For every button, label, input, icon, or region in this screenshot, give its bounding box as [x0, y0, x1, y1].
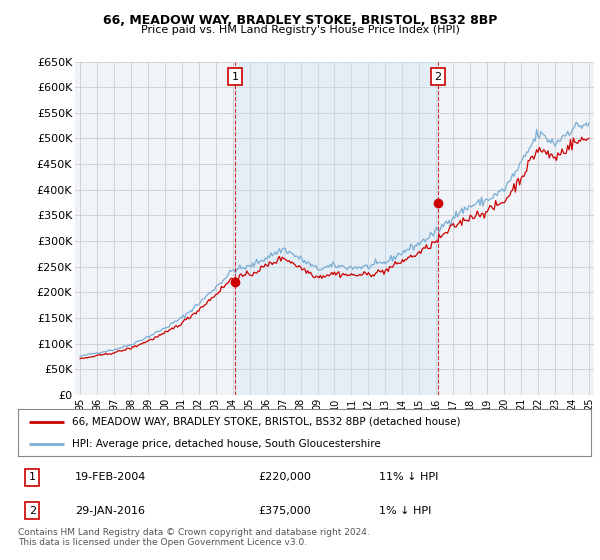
Text: Price paid vs. HM Land Registry's House Price Index (HPI): Price paid vs. HM Land Registry's House … — [140, 25, 460, 35]
Text: HPI: Average price, detached house, South Gloucestershire: HPI: Average price, detached house, Sout… — [73, 438, 381, 449]
Text: £375,000: £375,000 — [259, 506, 311, 516]
Text: 1: 1 — [232, 72, 238, 82]
Text: 19-FEB-2004: 19-FEB-2004 — [76, 472, 146, 482]
Bar — [235, 62, 437, 395]
Text: 66, MEADOW WAY, BRADLEY STOKE, BRISTOL, BS32 8BP (detached house): 66, MEADOW WAY, BRADLEY STOKE, BRISTOL, … — [73, 417, 461, 427]
Text: 2: 2 — [29, 506, 36, 516]
Text: 29-JAN-2016: 29-JAN-2016 — [76, 506, 145, 516]
Text: 1% ↓ HPI: 1% ↓ HPI — [379, 506, 431, 516]
Text: 66, MEADOW WAY, BRADLEY STOKE, BRISTOL, BS32 8BP: 66, MEADOW WAY, BRADLEY STOKE, BRISTOL, … — [103, 14, 497, 27]
Text: 2: 2 — [434, 72, 441, 82]
Text: £220,000: £220,000 — [259, 472, 311, 482]
Text: Contains HM Land Registry data © Crown copyright and database right 2024.
This d: Contains HM Land Registry data © Crown c… — [18, 528, 370, 547]
Text: 11% ↓ HPI: 11% ↓ HPI — [379, 472, 439, 482]
Text: 1: 1 — [29, 472, 36, 482]
